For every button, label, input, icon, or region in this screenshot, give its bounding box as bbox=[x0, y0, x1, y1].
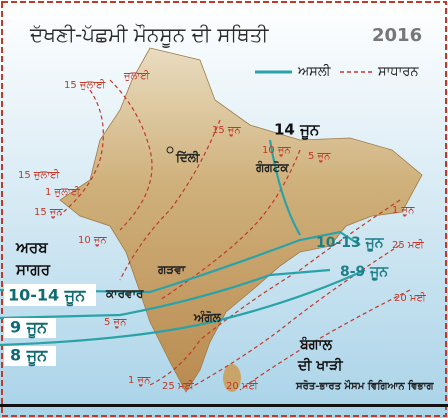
place-label: ਕਾਰਵਾਰ bbox=[105, 287, 144, 301]
title: ਦੱਖਣੀ-ਪੱਛਮੀ ਮੌਨਸੂਨ ਦੀ ਸਥਿਤੀ bbox=[29, 23, 269, 49]
actual-lines bbox=[0, 139, 366, 347]
label: 8 ਜੂਨ bbox=[10, 346, 48, 367]
label-box bbox=[4, 346, 56, 366]
label: 15 ਜੂਨ bbox=[34, 207, 63, 218]
sea-label: ਅਰਬ bbox=[15, 239, 48, 257]
label: 1 ਜੂਨ bbox=[128, 375, 151, 386]
sea-label: ਬੰਗਾਲ bbox=[299, 335, 332, 353]
normal-lines bbox=[59, 79, 411, 391]
label: 1 ਜੁਲਾਈ bbox=[45, 186, 81, 198]
label-box bbox=[4, 284, 96, 306]
place-label: ਦਿੱਲੀ bbox=[175, 151, 201, 165]
label: 5 ਜੂਨ bbox=[308, 151, 331, 162]
label: 20 ਮਈ bbox=[394, 292, 426, 304]
label: 15 ਜੂਨ bbox=[212, 125, 241, 136]
label: 5 ਜੂਨ bbox=[104, 317, 127, 328]
bottom-rule bbox=[0, 404, 448, 407]
sea-label: ਸਾਗਰ bbox=[15, 261, 51, 279]
place-label: ਗੰਗਟੋਕ bbox=[255, 160, 289, 175]
label: 8-9 ਜੂਨ bbox=[340, 264, 389, 281]
label-box bbox=[4, 318, 56, 338]
sri-lanka bbox=[223, 364, 241, 392]
legend-normal: ਸਾਧਾਰਨ bbox=[377, 65, 419, 80]
label: 25 ਮਈ bbox=[392, 239, 424, 251]
legend-actual: ਅਸਲੀ bbox=[297, 65, 332, 80]
label: ਜੁਲਾਈ bbox=[123, 70, 150, 82]
place-label: ਅੰਗੋਲ bbox=[193, 310, 222, 325]
label: 20 ਮਈ bbox=[226, 380, 258, 392]
label: 10 ਜੂਨ bbox=[262, 145, 291, 156]
label: 10 ਜੂਨ bbox=[78, 235, 107, 246]
source: ਸਰੋਤ-ਭਾਰਤ ਮੌਸਮ ਵਿਗਿਆਨ ਵਿਭਾਗ bbox=[295, 378, 435, 392]
place-label: ਗੜਵਾ bbox=[157, 263, 186, 277]
label: 10-13 ਜੂਨ bbox=[316, 235, 385, 252]
label: 14 ਜੂਨ bbox=[274, 121, 320, 140]
label: 25 ਮਈ bbox=[162, 380, 194, 392]
label: 10-14 ਜੂਨ bbox=[8, 286, 86, 307]
label: 1 ਜੂਨ bbox=[392, 205, 415, 216]
sea-label: ਦੀ ਖਾੜੀ bbox=[297, 357, 343, 374]
land bbox=[59, 47, 423, 393]
year: 2016 bbox=[372, 25, 422, 46]
delhi-marker bbox=[166, 146, 174, 154]
label: 15 ਜੁਲਾਈ bbox=[18, 169, 60, 181]
label: 9 ਜੂਨ bbox=[10, 318, 48, 339]
label: 15 ਜੁਲਾਈ bbox=[64, 79, 106, 91]
